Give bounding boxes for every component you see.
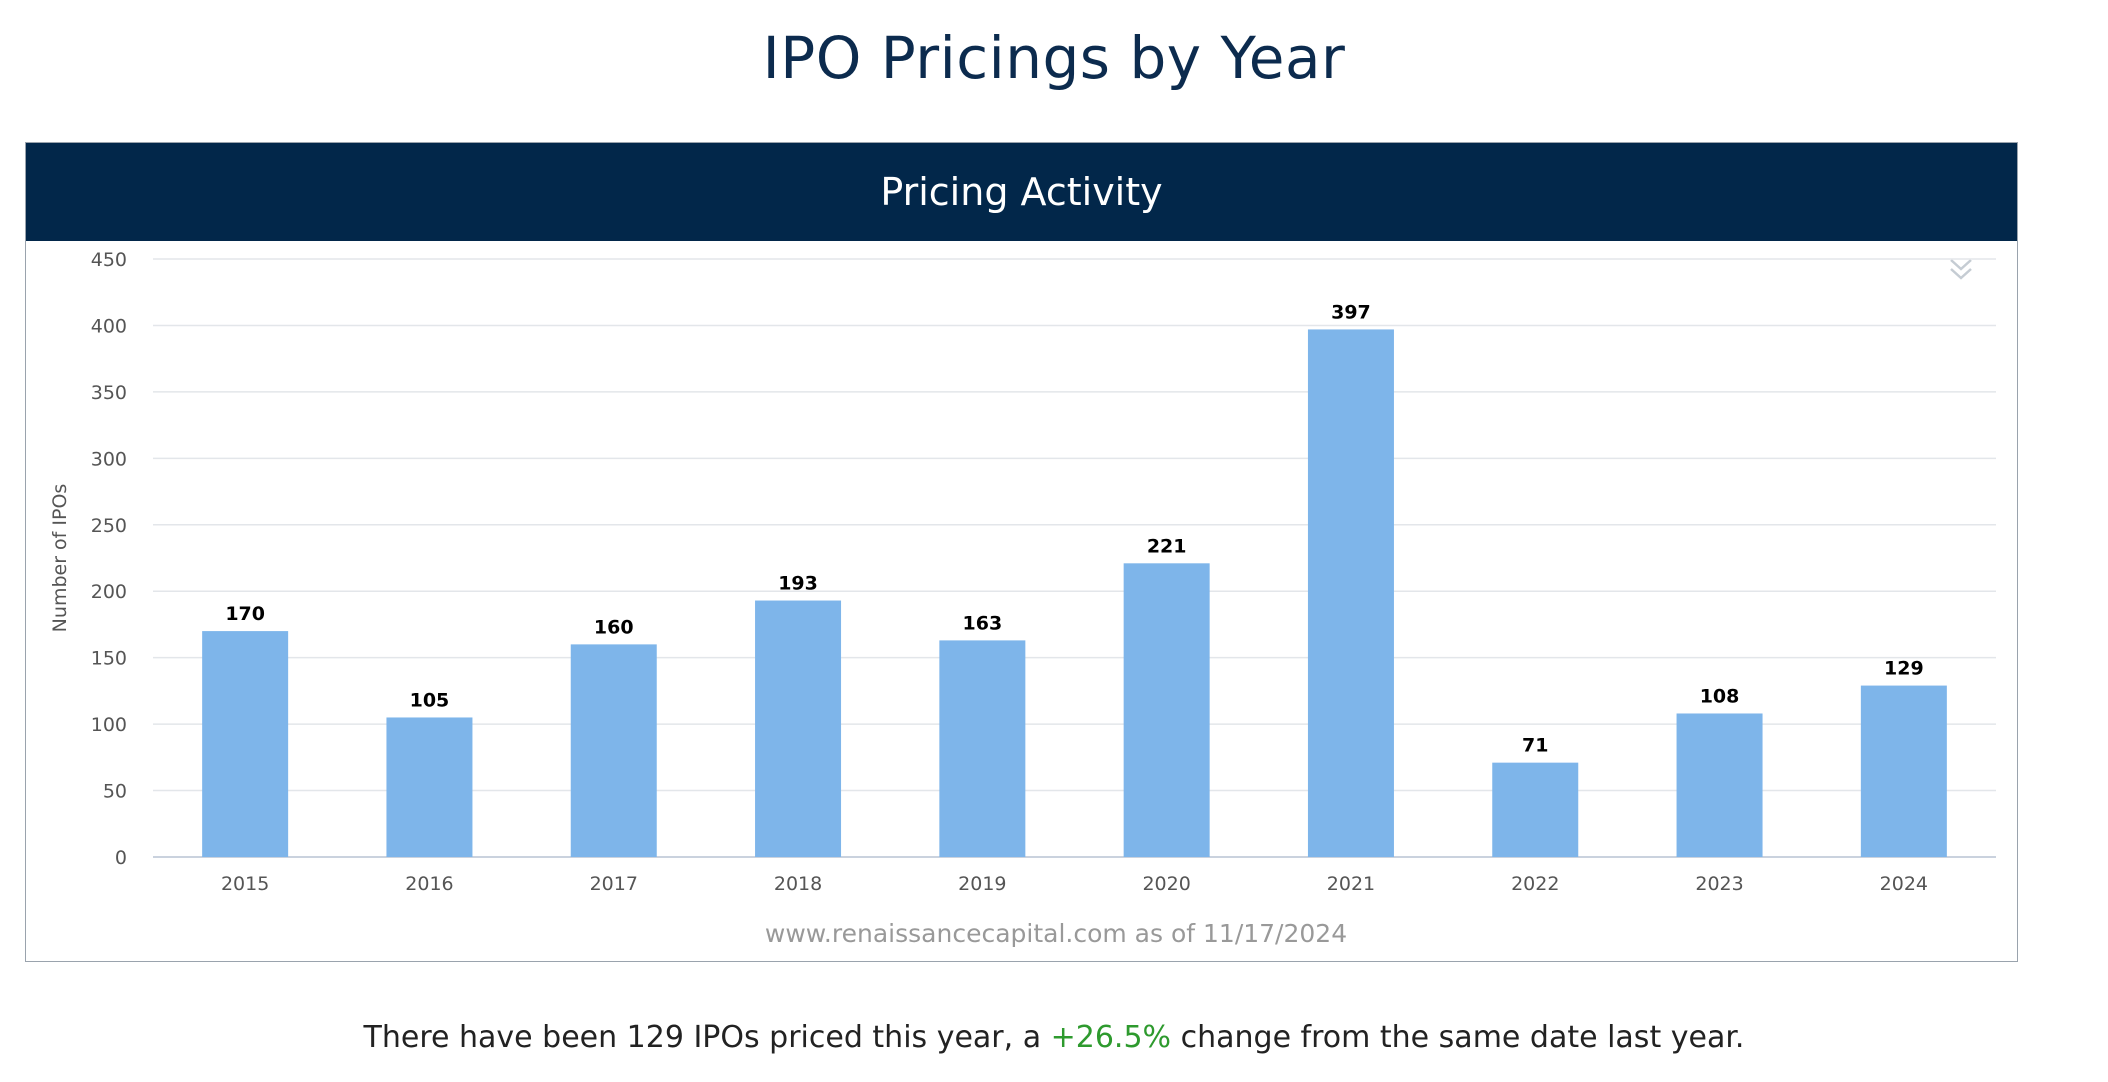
data-label: 221 xyxy=(1147,535,1187,557)
bar xyxy=(939,640,1026,857)
bar-chart: 0 50 100 150 200 250 300 350 400 450 Number of IPO… xyxy=(49,249,1996,948)
data-label: 397 xyxy=(1331,301,1371,323)
y-tick-label: 200 xyxy=(91,581,127,603)
y-tick-label: 450 xyxy=(91,249,127,271)
data-label: 170 xyxy=(225,603,265,625)
y-tick-label: 350 xyxy=(91,382,127,404)
chart-panel: Pricing Activity 0 50 100 150 200 250 300 350 40… xyxy=(25,142,2018,962)
double-chevron-down-icon[interactable] xyxy=(1941,248,1981,288)
y-tick-label: 100 xyxy=(91,714,127,736)
data-label: 129 xyxy=(1884,658,1924,680)
page-title: IPO Pricings by Year xyxy=(762,24,1346,92)
summary-text: There have been 129 IPOs priced this yea… xyxy=(0,1020,2108,1055)
chart-panel-header: Pricing Activity xyxy=(26,143,2017,241)
x-tick-label: 2017 xyxy=(590,873,638,895)
bar xyxy=(755,600,842,857)
x-tick-label: 2021 xyxy=(1327,873,1375,895)
y-tick-label: 0 xyxy=(115,847,127,869)
y-tick-label: 50 xyxy=(103,781,127,803)
y-axis-title: Number of IPOs xyxy=(49,484,71,633)
summary-suffix: change from the same date last year. xyxy=(1171,1020,1745,1055)
data-label: 71 xyxy=(1522,735,1548,757)
bar xyxy=(1123,563,1210,857)
data-label: 105 xyxy=(410,689,450,711)
x-tick-label: 2023 xyxy=(1695,873,1743,895)
y-tick-label: 150 xyxy=(91,648,127,670)
y-tick-label: 250 xyxy=(91,515,127,537)
x-tick-label: 2016 xyxy=(405,873,453,895)
bar xyxy=(1860,685,1947,857)
summary-change: +26.5% xyxy=(1050,1020,1172,1055)
data-label: 160 xyxy=(594,616,634,638)
y-tick-label: 400 xyxy=(91,315,127,337)
x-tick-label: 2015 xyxy=(221,873,269,895)
x-tick-label: 2022 xyxy=(1511,873,1559,895)
x-tick-label: 2020 xyxy=(1142,873,1190,895)
bar xyxy=(1492,762,1579,857)
bar xyxy=(570,644,657,857)
y-tick-label: 300 xyxy=(91,448,127,470)
data-label: 163 xyxy=(963,612,1003,634)
bar xyxy=(202,631,289,857)
x-tick-label: 2024 xyxy=(1880,873,1928,895)
bar xyxy=(386,717,473,857)
x-tick-label: 2018 xyxy=(774,873,822,895)
bar xyxy=(1676,713,1763,857)
x-tick-label: 2019 xyxy=(958,873,1006,895)
bar xyxy=(1307,329,1394,857)
chart-credit: www.renaissancecapital.com as of 11/17/2… xyxy=(765,919,1347,948)
summary-prefix: There have been 129 IPOs priced this yea… xyxy=(363,1020,1051,1055)
data-label: 108 xyxy=(1700,685,1740,707)
data-label: 193 xyxy=(778,573,818,595)
